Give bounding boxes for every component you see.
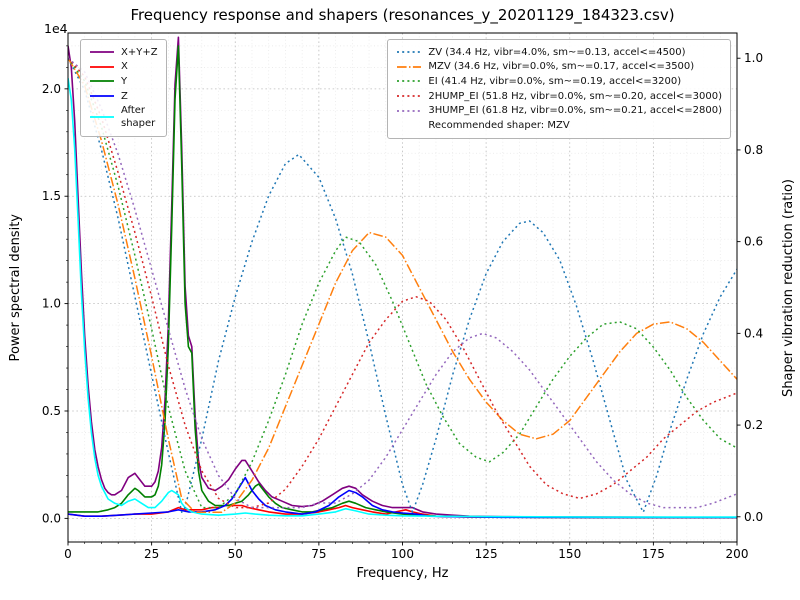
curve-psd-after-shaper	[68, 77, 737, 518]
chart-title: Frequency response and shapers (resonanc…	[130, 6, 675, 24]
curve-psd-z	[68, 476, 737, 519]
legend-item: ZV (34.4 Hz, vibr=4.0%, sm~=0.13, accel<…	[396, 46, 722, 59]
y-left-tick-label: 1.0	[42, 297, 61, 311]
y-left-tick-label: 0.5	[42, 404, 61, 418]
legend-line-sample	[397, 51, 422, 53]
y-axis-offset-label: 1e4	[44, 21, 68, 36]
legend-shapers: ZV (34.4 Hz, vibr=4.0%, sm~=0.13, accel<…	[387, 39, 731, 139]
x-tick-label: 175	[642, 547, 665, 561]
legend-item: Z	[89, 90, 158, 103]
right-axis-label: Shaper vibration reduction (ratio)	[781, 178, 796, 397]
x-tick-label: 125	[475, 547, 498, 561]
legend-footer-row: Recommended shaper: MZV	[396, 119, 722, 132]
curve-shaper-3hump_ei	[68, 57, 737, 509]
legend-label: X+Y+Z	[121, 46, 158, 58]
right-axis-label-wrap: Shaper vibration reduction (ratio)	[781, 33, 796, 542]
legend-line-sample	[90, 95, 114, 98]
left-axis-label: Power spectral density	[8, 213, 23, 362]
x-axis-label: Frequency, Hz	[356, 566, 449, 581]
y-right-tick-label: 0.2	[744, 418, 763, 432]
y-left-tick-label: 1.5	[42, 189, 61, 203]
legend-line-sample	[90, 65, 114, 68]
legend-line-sample	[397, 109, 422, 112]
y-right-tick-label: 0.4	[744, 326, 763, 340]
curve-shaper-2hump_ei	[68, 57, 737, 509]
left-axis-label-wrap: Power spectral density	[8, 33, 23, 542]
legend-label: Y	[121, 75, 128, 87]
legend-label: ZV (34.4 Hz, vibr=4.0%, sm~=0.13, accel<…	[428, 46, 686, 58]
x-tick-label: 150	[558, 547, 581, 561]
legend-label: Z	[121, 90, 128, 102]
legend-footer: Recommended shaper: MZV	[428, 119, 570, 131]
legend-label: MZV (34.6 Hz, vibr=0.0%, sm~=0.17, accel…	[428, 61, 695, 73]
legend-item: X	[89, 60, 158, 73]
x-tick-label: 25	[144, 547, 159, 561]
legend-line-sample	[397, 80, 422, 83]
x-tick-label: 100	[391, 547, 414, 561]
legend-item: Y	[89, 75, 158, 88]
curves	[68, 36, 737, 519]
legend-item: 3HUMP_EI (61.8 Hz, vibr=0.0%, sm~=0.21, …	[396, 104, 722, 117]
legend-line-sample	[90, 80, 114, 83]
legend-label: 3HUMP_EI (61.8 Hz, vibr=0.0%, sm~=0.21, …	[428, 105, 722, 117]
x-tick-label: 50	[228, 547, 243, 561]
legend-label: After shaper	[121, 105, 156, 130]
legend-label: X	[121, 61, 128, 73]
legend-item: MZV (34.6 Hz, vibr=0.0%, sm~=0.17, accel…	[396, 60, 722, 73]
x-tick-label: 75	[311, 547, 326, 561]
y-right-tick-label: 0.6	[744, 235, 763, 249]
legend-line-sample	[90, 116, 114, 119]
y-right-tick-label: 0.8	[744, 143, 763, 157]
legend-line-sample	[397, 95, 422, 98]
y-right-tick-label: 0.0	[744, 510, 763, 524]
x-tick-label: 200	[726, 547, 749, 561]
legend-line-sample	[90, 51, 114, 53]
curve-psd-x-y-z	[68, 36, 737, 519]
curve-shaper-ei	[68, 57, 737, 509]
legend-psd: X+Y+Z X Y Z After shaper	[80, 39, 167, 138]
legend-item: 2HUMP_EI (51.8 Hz, vibr=0.0%, sm~=0.20, …	[396, 90, 722, 103]
y-left-tick-label: 0.0	[42, 511, 61, 525]
legend-label: EI (41.4 Hz, vibr=0.0%, sm~=0.19, accel<…	[428, 75, 682, 87]
legend-label: 2HUMP_EI (51.8 Hz, vibr=0.0%, sm~=0.20, …	[428, 90, 722, 102]
curve-psd-y	[68, 45, 737, 519]
y-right-tick-label: 1.0	[744, 51, 763, 65]
x-tick-label: 0	[64, 547, 72, 561]
curve-shaper-mzv	[68, 57, 737, 513]
legend-item: After shaper	[89, 104, 158, 130]
curve-shaper-zv	[68, 57, 737, 513]
legend-line-sample	[397, 65, 422, 68]
legend-item: X+Y+Z	[89, 46, 158, 59]
y-left-tick-label: 2.0	[42, 82, 61, 96]
legend-item: EI (41.4 Hz, vibr=0.0%, sm~=0.19, accel<…	[396, 75, 722, 88]
